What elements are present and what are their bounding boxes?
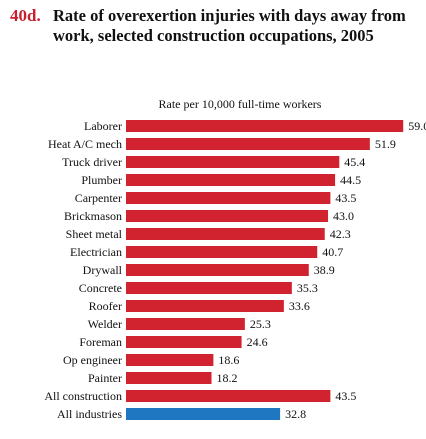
value-label-truck-driver: 45.4	[344, 155, 365, 169]
bar-concrete	[126, 282, 292, 294]
value-label-sheet-metal: 42.3	[330, 227, 351, 241]
bars-layer: Laborer 59.0 Heat A/C mech 51.9 Truck driver…	[44, 119, 426, 421]
category-label-carpenter: Carpenter	[75, 191, 122, 205]
category-label-roofer: Roofer	[89, 299, 122, 313]
category-label-truck-driver: Truck driver	[62, 155, 122, 169]
bar-all-industries	[126, 408, 281, 420]
value-label-heat-a-c-mech: 51.9	[375, 137, 396, 151]
value-label-plumber: 44.5	[340, 173, 361, 187]
category-label-all-construction: All construction	[44, 389, 122, 403]
bar-sheet-metal	[126, 228, 325, 240]
value-label-carpenter: 43.5	[335, 191, 356, 205]
category-label-laborer: Laborer	[84, 119, 122, 133]
bar-truck-driver	[126, 156, 340, 168]
bar-electrician	[126, 246, 318, 258]
value-label-laborer: 59.0	[408, 119, 426, 133]
category-label-electrician: Electrician	[70, 245, 122, 259]
category-label-painter: Painter	[88, 371, 122, 385]
value-label-painter: 18.2	[217, 371, 238, 385]
bar-all-construction	[126, 390, 331, 402]
category-label-foreman: Foreman	[79, 335, 122, 349]
category-label-welder: Welder	[88, 317, 122, 331]
bar-brickmason	[126, 210, 329, 222]
category-label-plumber: Plumber	[81, 173, 122, 187]
category-label-concrete: Concrete	[79, 281, 122, 295]
bar-welder	[126, 318, 245, 330]
value-label-roofer: 33.6	[289, 299, 310, 313]
value-label-electrician: 40.7	[322, 245, 343, 259]
value-label-all-construction: 43.5	[335, 389, 356, 403]
chart-title: Rate of overexertion injuries with days …	[53, 6, 406, 45]
category-label-heat-a-c-mech: Heat A/C mech	[48, 137, 122, 151]
value-label-foreman: 24.6	[247, 335, 268, 349]
category-label-brickmason: Brickmason	[64, 209, 122, 223]
bar-heat-a-c-mech	[126, 138, 370, 150]
bar-laborer	[126, 120, 404, 132]
value-label-concrete: 35.3	[297, 281, 318, 295]
value-label-op-engineer: 18.6	[218, 353, 239, 367]
bar-foreman	[126, 336, 242, 348]
bar-roofer	[126, 300, 284, 312]
category-label-drywall: Drywall	[83, 263, 123, 277]
value-label-brickmason: 43.0	[333, 209, 354, 223]
value-label-welder: 25.3	[250, 317, 271, 331]
bar-drywall	[126, 264, 309, 276]
bar-painter	[126, 372, 212, 384]
category-label-all-industries: All industries	[57, 407, 122, 421]
bar-carpenter	[126, 192, 331, 204]
category-label-sheet-metal: Sheet metal	[66, 227, 123, 241]
value-label-drywall: 38.9	[314, 263, 335, 277]
value-label-all-industries: 32.8	[285, 407, 306, 421]
figure-number: 40d.	[10, 6, 41, 25]
category-label-op-engineer: Op engineer	[63, 353, 122, 367]
bar-plumber	[126, 174, 336, 186]
bar-op-engineer	[126, 354, 214, 366]
x-axis-title: Rate per 10,000 full-time workers	[159, 97, 322, 111]
